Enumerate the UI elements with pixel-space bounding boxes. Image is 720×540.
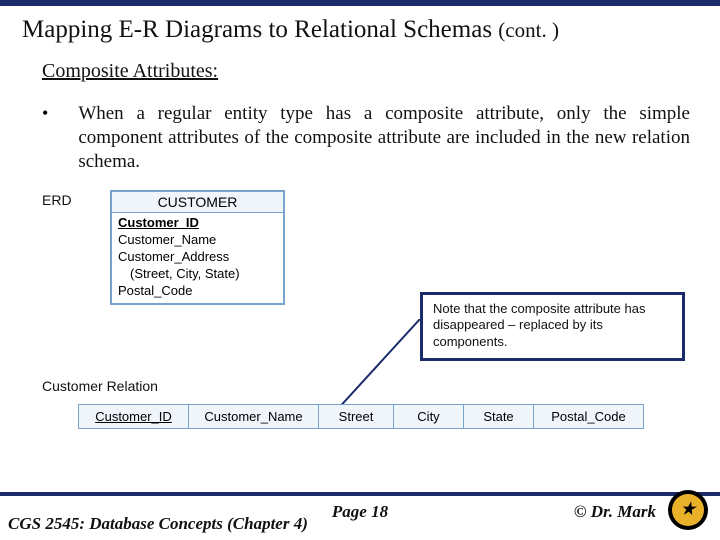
relation-table: Customer_IDCustomer_NameStreetCityStateP… — [78, 404, 644, 429]
footer: CGS 2545: Database Concepts (Chapter 4) … — [0, 496, 720, 540]
erd-attribute-row: Customer_ID — [118, 215, 277, 232]
erd-attribute-row: Customer_Name — [118, 232, 277, 249]
footer-center: Page 18 — [332, 502, 388, 522]
relation-label: Customer Relation — [42, 378, 158, 394]
slide-title: Mapping E-R Diagrams to Relational Schem… — [22, 16, 559, 44]
bullet-text: When a regular entity type has a composi… — [78, 102, 690, 173]
erd-label: ERD — [42, 192, 72, 208]
table-row: Customer_IDCustomer_NameStreetCityStateP… — [79, 405, 644, 429]
slide-title-cont: (cont. ) — [498, 18, 559, 42]
erd-entity-body: Customer_IDCustomer_NameCustomer_Address… — [112, 213, 283, 303]
relation-column: Postal_Code — [534, 405, 644, 429]
bullet-marker: • — [42, 102, 48, 173]
erd-attribute-row: (Street, City, State) — [118, 266, 277, 283]
top-rule — [0, 0, 720, 6]
relation-column: Street — [319, 405, 394, 429]
slide-title-text: Mapping E-R Diagrams to Relational Schem… — [22, 16, 498, 43]
relation-column: Customer_Name — [189, 405, 319, 429]
erd-entity-box: CUSTOMER Customer_IDCustomer_NameCustome… — [110, 190, 285, 305]
logo-icon: ★ — [668, 490, 708, 530]
footer-right: © Dr. Mark — [574, 502, 656, 522]
relation-column: Customer_ID — [79, 405, 189, 429]
bullet-row: • When a regular entity type has a compo… — [42, 102, 690, 173]
relation-column: State — [464, 405, 534, 429]
erd-attribute-row: Customer_Address — [118, 249, 277, 266]
erd-entity-header: CUSTOMER — [112, 192, 283, 213]
relation-column: City — [394, 405, 464, 429]
erd-attribute-row: Postal_Code — [118, 283, 277, 300]
footer-left: CGS 2545: Database Concepts (Chapter 4) — [8, 514, 308, 534]
callout-box: Note that the composite attribute has di… — [420, 292, 685, 361]
subheading: Composite Attributes: — [42, 60, 218, 83]
